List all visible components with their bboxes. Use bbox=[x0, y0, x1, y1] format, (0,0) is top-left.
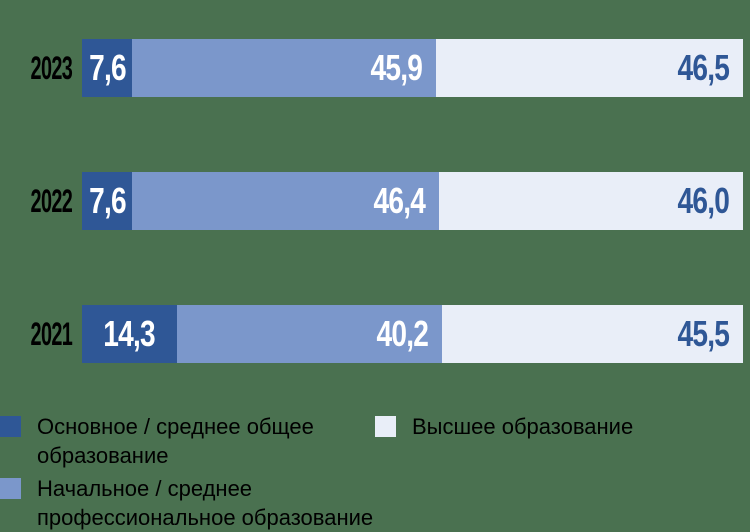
stacked-bar-2023: 7,6 45,9 46,5 bbox=[82, 39, 743, 97]
segment-value-label: 7,6 bbox=[88, 180, 126, 221]
bar-segment-higher-education: 46,0 bbox=[438, 172, 743, 230]
segment-value-label: 45,9 bbox=[370, 47, 422, 88]
bar-segment-general-education: 14,3 bbox=[82, 305, 177, 363]
legend-label-line: профессиональное образование bbox=[37, 505, 374, 530]
year-label-text: 2021 bbox=[30, 315, 72, 352]
legend-label: Высшее образование bbox=[412, 412, 633, 441]
year-label-text: 2023 bbox=[30, 49, 72, 86]
legend-label: Основное / среднее общее образование bbox=[37, 412, 314, 470]
legend-left-column: Основное / среднее общее образование Нач… bbox=[0, 412, 373, 532]
legend-item-higher-education: Высшее образование bbox=[375, 412, 633, 441]
legend-label-line: Основное / среднее общее bbox=[37, 414, 314, 439]
bar-segment-general-education: 7,6 bbox=[82, 172, 133, 230]
bar-segment-vocational-education: 40,2 bbox=[176, 305, 443, 363]
legend-swatch-vocational-education bbox=[0, 478, 21, 499]
segment-value-label: 7,6 bbox=[88, 47, 126, 88]
year-label-2021: 2021 bbox=[0, 305, 72, 363]
year-label-2023: 2023 bbox=[0, 39, 72, 97]
legend-item-general-education: Основное / среднее общее образование bbox=[0, 412, 373, 470]
legend-swatch-higher-education bbox=[375, 416, 396, 437]
bar-segment-higher-education: 46,5 bbox=[435, 39, 743, 97]
bar-segment-higher-education: 45,5 bbox=[442, 305, 743, 363]
segment-value-label: 14,3 bbox=[103, 313, 156, 354]
bar-segment-vocational-education: 46,4 bbox=[132, 172, 439, 230]
segment-value-label: 46,0 bbox=[677, 180, 729, 221]
segment-value-label: 46,4 bbox=[373, 180, 425, 221]
legend-label-line: образование bbox=[37, 443, 169, 468]
legend-swatch-general-education bbox=[0, 416, 21, 437]
legend-item-vocational-education: Начальное / среднее профессиональное обр… bbox=[0, 474, 373, 532]
segment-value-label: 46,5 bbox=[677, 47, 729, 88]
legend-right-column: Высшее образование bbox=[375, 412, 633, 441]
chart-row-2023: 2023 7,6 45,9 46,5 bbox=[0, 39, 750, 97]
stacked-bar-2021: 14,3 40,2 45,5 bbox=[82, 305, 743, 363]
segment-value-label: 40,2 bbox=[376, 313, 429, 354]
legend-label-line: Высшее образование bbox=[412, 414, 634, 439]
bar-segment-vocational-education: 45,9 bbox=[132, 39, 436, 97]
bar-segment-general-education: 7,6 bbox=[82, 39, 133, 97]
year-label-2022: 2022 bbox=[0, 172, 72, 230]
chart-row-2022: 2022 7,6 46,4 46,0 bbox=[0, 172, 750, 230]
chart-row-2021: 2021 14,3 40,2 45,5 bbox=[0, 305, 750, 363]
stacked-bar-2022: 7,6 46,4 46,0 bbox=[82, 172, 743, 230]
legend-label-line: Начальное / среднее bbox=[37, 476, 253, 501]
legend-label: Начальное / среднее профессиональное обр… bbox=[37, 474, 373, 532]
segment-value-label: 45,5 bbox=[677, 313, 729, 354]
year-label-text: 2022 bbox=[30, 182, 72, 219]
